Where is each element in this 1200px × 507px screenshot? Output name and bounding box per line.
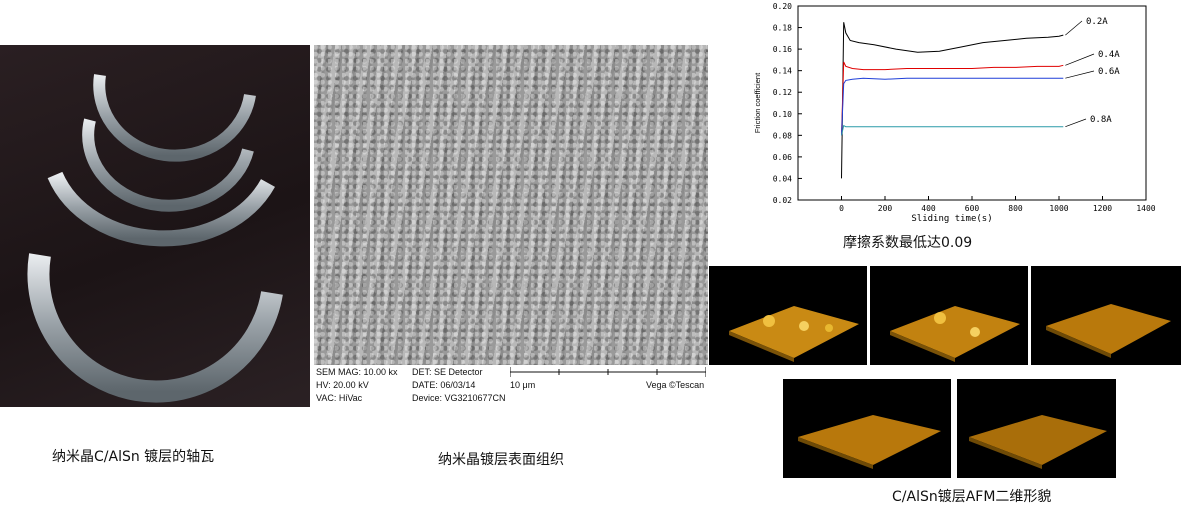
sem-hv: HV: 20.00 kV xyxy=(316,380,369,390)
x-tick-label: 1400 xyxy=(1136,204,1155,213)
sem-date: DATE: 06/03/14 xyxy=(412,380,476,390)
sem-scale-label: 10 μm xyxy=(510,380,536,390)
series-line-0.4A xyxy=(841,61,1064,136)
y-tick-label: 0.10 xyxy=(773,110,792,119)
series-label-0.4A: 0.4A xyxy=(1098,50,1120,60)
y-tick-label: 0.16 xyxy=(773,45,792,54)
series-leader-0.4A xyxy=(1065,53,1095,66)
sem-brand: Vega ©Tescan xyxy=(646,380,705,390)
y-tick-label: 0.18 xyxy=(773,24,792,33)
sem-scale-bar xyxy=(510,367,706,377)
afm-image-4 xyxy=(783,379,951,478)
series-line-0.6A xyxy=(841,77,1064,136)
afm-caption: C/AlSn镀层AFM二维形貌 xyxy=(892,489,1052,505)
y-tick-label: 0.12 xyxy=(773,88,792,97)
series-leader-0.8A xyxy=(1065,118,1087,128)
sem-micrograph: SEM MAG: 10.00 kx HV: 20.00 kV VAC: HiVa… xyxy=(314,45,708,408)
x-axis-label: Sliding time(s) xyxy=(911,214,992,224)
sem-caption: 纳米晶镀层表面组织 xyxy=(438,452,564,468)
bearing-shells-illustration xyxy=(27,74,283,403)
afm-image-5 xyxy=(957,379,1116,478)
series-label-0.2A: 0.2A xyxy=(1086,17,1108,27)
x-tick-label: 200 xyxy=(878,204,893,213)
afm-image-2 xyxy=(870,266,1028,365)
sem-image xyxy=(314,45,708,365)
x-tick-label: 400 xyxy=(921,204,936,213)
bearing-photo xyxy=(0,45,310,407)
series-leader-0.6A xyxy=(1065,70,1095,79)
x-tick-label: 0 xyxy=(839,204,844,213)
sem-info-bar: SEM MAG: 10.00 kx HV: 20.00 kV VAC: HiVa… xyxy=(314,365,708,408)
sem-mag: SEM MAG: 10.00 kx xyxy=(316,367,398,377)
y-tick-label: 0.06 xyxy=(773,153,792,162)
plot-frame xyxy=(797,5,1147,201)
friction-chart: 0.02 0.04 0.06 0.08 0.10 0.12 0.14 0.16 0.18 0.20… xyxy=(753,2,1156,224)
sem-vac: VAC: HiVac xyxy=(316,393,363,403)
series-label-0.8A: 0.8A xyxy=(1090,115,1112,125)
x-tick-label: 1200 xyxy=(1093,204,1112,213)
y-tick-label: 0.14 xyxy=(773,67,792,76)
x-tick-label: 1000 xyxy=(1049,204,1068,213)
x-tick-label: 800 xyxy=(1008,204,1023,213)
series-line-0.2A xyxy=(841,22,1064,179)
series-label-0.6A: 0.6A xyxy=(1098,67,1120,77)
sem-det: DET: SE Detector xyxy=(412,367,483,377)
y-tick-label: 0.04 xyxy=(773,174,792,183)
x-tick-label: 600 xyxy=(965,204,980,213)
series-line-0.8A xyxy=(841,124,1064,136)
y-tick-label: 0.20 xyxy=(773,2,792,11)
afm-image-1 xyxy=(709,266,867,365)
series-leader-0.2A xyxy=(1065,20,1083,36)
bearing-caption: 纳米晶C/AlSn 镀层的轴瓦 xyxy=(52,449,215,465)
sem-device: Device: VG3210677CN xyxy=(412,393,506,403)
y-tick-label: 0.08 xyxy=(773,131,792,140)
y-tick-label: 0.02 xyxy=(773,196,792,205)
friction-caption: 摩擦系数最低达0.09 xyxy=(843,235,973,251)
y-axis-label: Friction coefficient xyxy=(753,72,762,133)
afm-image-3 xyxy=(1031,266,1181,365)
